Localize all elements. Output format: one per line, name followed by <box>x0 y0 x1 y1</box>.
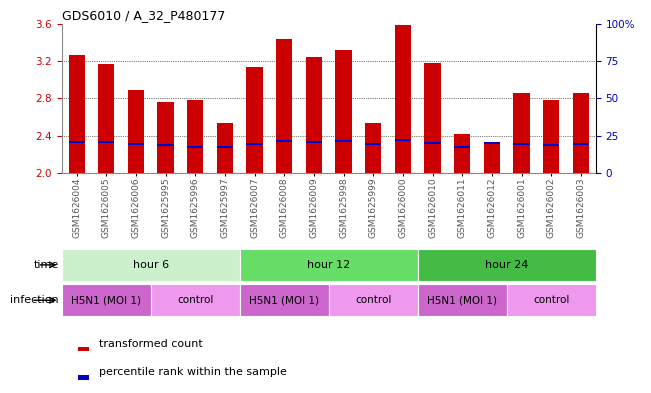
Bar <box>543 144 559 146</box>
Bar <box>276 140 292 142</box>
Text: time: time <box>33 260 59 270</box>
Bar <box>335 140 352 142</box>
Bar <box>365 143 381 145</box>
Text: control: control <box>177 295 214 305</box>
Text: transformed count: transformed count <box>99 339 203 349</box>
Bar <box>187 100 204 173</box>
Text: control: control <box>533 295 570 305</box>
Text: H5N1 (MOI 1): H5N1 (MOI 1) <box>249 295 319 305</box>
Bar <box>484 142 500 144</box>
Bar <box>306 57 322 173</box>
Bar <box>187 146 204 148</box>
Bar <box>98 141 115 143</box>
Bar <box>68 141 85 143</box>
Text: infection: infection <box>10 295 59 305</box>
Bar <box>424 142 441 144</box>
Bar <box>514 93 530 173</box>
Bar <box>158 144 174 146</box>
Bar <box>418 284 506 316</box>
Bar <box>62 284 151 316</box>
Bar <box>454 134 471 173</box>
Text: H5N1 (MOI 1): H5N1 (MOI 1) <box>427 295 497 305</box>
Bar <box>424 63 441 173</box>
Bar <box>335 50 352 173</box>
Bar <box>62 249 240 281</box>
Bar <box>240 249 418 281</box>
Bar <box>514 143 530 145</box>
Bar <box>217 123 233 173</box>
Text: H5N1 (MOI 1): H5N1 (MOI 1) <box>72 295 141 305</box>
Bar <box>68 55 85 173</box>
Bar <box>158 102 174 173</box>
Bar <box>217 146 233 148</box>
Text: percentile rank within the sample: percentile rank within the sample <box>99 367 287 377</box>
Bar <box>276 39 292 173</box>
Bar <box>573 93 589 173</box>
Bar <box>247 66 263 173</box>
Bar <box>418 249 596 281</box>
Bar <box>306 141 322 143</box>
Bar <box>247 143 263 145</box>
Text: hour 12: hour 12 <box>307 260 350 270</box>
Bar <box>78 375 89 380</box>
Bar <box>573 143 589 145</box>
Bar <box>395 24 411 173</box>
Bar <box>506 284 596 316</box>
Bar <box>365 123 381 173</box>
Bar <box>484 143 500 173</box>
Bar <box>329 284 418 316</box>
Text: hour 24: hour 24 <box>485 260 529 270</box>
Bar <box>151 284 240 316</box>
Text: control: control <box>355 295 391 305</box>
Text: GDS6010 / A_32_P480177: GDS6010 / A_32_P480177 <box>62 9 225 22</box>
Text: hour 6: hour 6 <box>133 260 169 270</box>
Bar <box>543 100 559 173</box>
Bar <box>78 347 89 351</box>
Bar <box>395 140 411 141</box>
Bar <box>98 64 115 173</box>
Bar <box>128 90 144 173</box>
Bar <box>240 284 329 316</box>
Bar <box>128 143 144 145</box>
Bar <box>454 146 471 148</box>
